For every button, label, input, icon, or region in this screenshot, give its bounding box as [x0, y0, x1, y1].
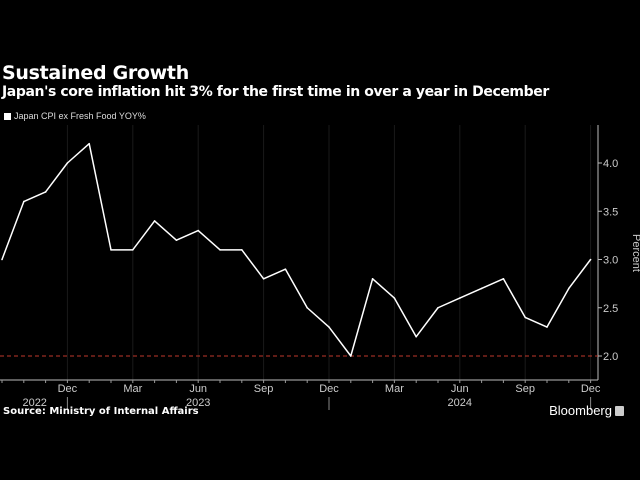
data-point — [153, 220, 156, 222]
data-point — [415, 335, 418, 338]
data-point — [568, 287, 570, 290]
bloomberg-icon — [615, 406, 624, 416]
x-tick-label: Jun — [451, 383, 469, 395]
data-point — [328, 326, 330, 328]
data-point — [524, 316, 526, 319]
legend: Japan CPI ex Fresh Food YOY% — [4, 111, 146, 121]
data-point — [262, 278, 265, 280]
data-point — [371, 278, 374, 280]
data-point — [306, 306, 309, 309]
data-point — [219, 249, 221, 251]
data-point — [175, 239, 178, 241]
data-point — [459, 297, 461, 299]
data-point — [132, 249, 134, 251]
x-tick-label: Sep — [254, 383, 274, 395]
data-point — [88, 142, 90, 145]
data-point — [350, 355, 352, 357]
x-tick-label: Dec — [319, 383, 339, 395]
data-point — [393, 297, 396, 299]
x-tick-label: Dec — [58, 383, 78, 395]
x-tick-label: Dec — [581, 383, 601, 395]
chart-title: Sustained Growth — [2, 62, 189, 84]
data-point — [23, 200, 25, 203]
data-point — [44, 191, 47, 193]
year-label: 2023 — [186, 397, 210, 409]
data-point — [546, 326, 548, 328]
chart-subtitle: Japan's core inflation hit 3% for the fi… — [2, 84, 549, 100]
y-tick-label: 2.0 — [603, 351, 618, 363]
data-point — [1, 258, 3, 261]
year-label: 2024 — [448, 397, 472, 409]
series-line — [1, 142, 592, 357]
y-tick-label: 3.5 — [603, 206, 618, 218]
y-axis-label: Percent — [630, 234, 640, 272]
data-point — [437, 306, 439, 309]
year-label: 2022 — [22, 397, 46, 409]
data-point — [66, 162, 69, 164]
data-point — [197, 229, 199, 232]
x-tick-label: Mar — [385, 383, 404, 395]
data-point — [480, 287, 483, 290]
data-point — [589, 258, 592, 261]
data-point — [110, 249, 112, 251]
data-point — [502, 278, 505, 280]
x-tick-label: Jun — [189, 383, 207, 395]
x-tick-label: Mar — [123, 383, 142, 395]
y-tick-label: 4.0 — [603, 158, 618, 170]
legend-swatch — [4, 113, 11, 120]
source-note: Source: Ministry of Internal Affairs — [3, 406, 199, 417]
legend-label: Japan CPI ex Fresh Food YOY% — [14, 111, 146, 121]
x-tick-label: Sep — [515, 383, 535, 395]
data-point — [284, 268, 287, 270]
y-tick-label: 3.0 — [603, 255, 618, 267]
y-tick-label: 2.5 — [603, 303, 618, 315]
bloomberg-logo: Bloomberg — [549, 403, 612, 418]
data-point — [241, 249, 243, 251]
